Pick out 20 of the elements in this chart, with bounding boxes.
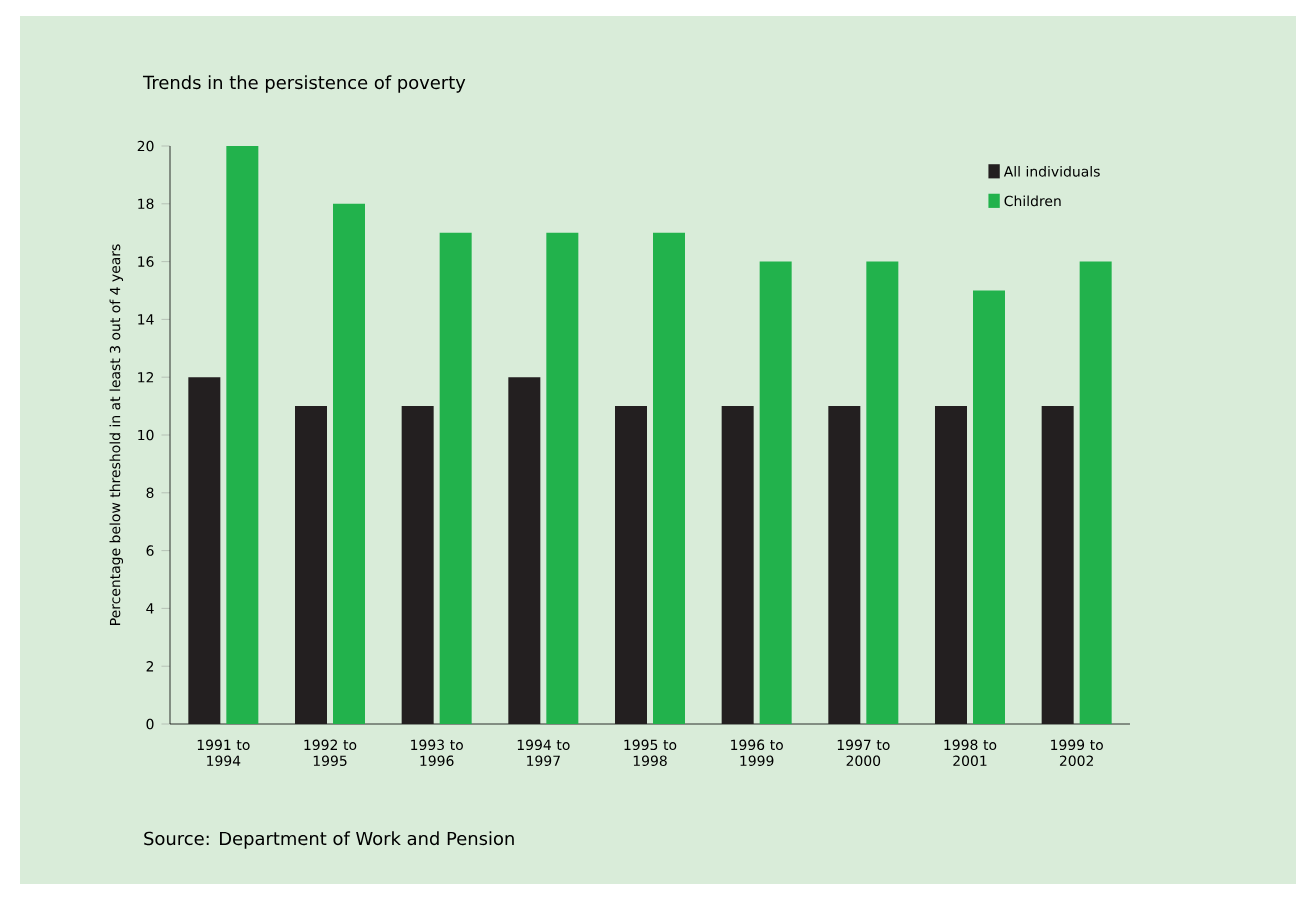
bar (439, 232, 472, 724)
bar (333, 203, 365, 724)
bar (546, 232, 579, 724)
bar (866, 261, 899, 724)
bar (934, 406, 967, 724)
bar (828, 406, 861, 724)
bar (226, 146, 259, 724)
source-note: Source: Department of Work and Pension (144, 831, 514, 849)
bar (401, 406, 434, 724)
bar (721, 406, 754, 724)
bar (508, 377, 541, 724)
bar (295, 406, 327, 724)
bar (759, 261, 792, 724)
bar (615, 406, 647, 724)
bar (1079, 261, 1112, 724)
bar (653, 232, 685, 724)
bar (188, 377, 221, 724)
bar (1041, 406, 1074, 724)
chart-title: Trends in the persistence of poverty (142, 75, 466, 93)
bar (973, 290, 1005, 724)
